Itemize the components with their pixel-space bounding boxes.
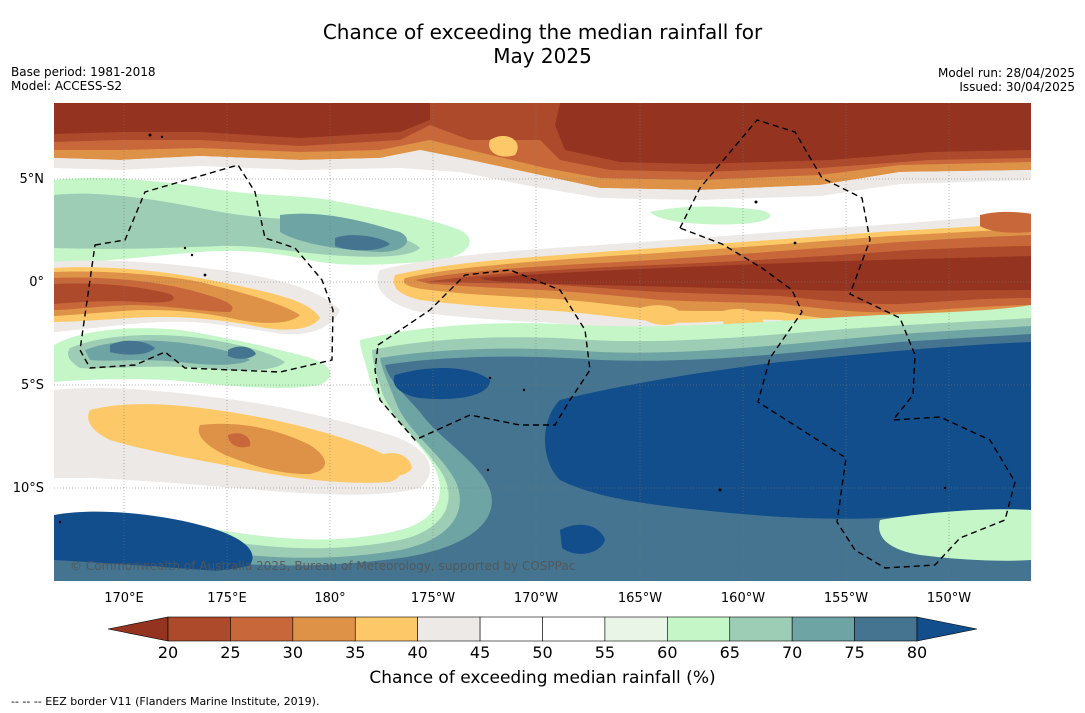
colorbar-tick-label: 40 xyxy=(407,643,427,662)
colorbar-segment xyxy=(479,616,543,642)
colorbar-tick-label: 75 xyxy=(844,643,864,662)
lat-label-5s: 5°S xyxy=(21,378,44,393)
lon-label-150w: 150°W xyxy=(927,591,971,606)
colorbar-segment xyxy=(667,616,731,642)
equatorial-dry-band xyxy=(54,211,1031,342)
colorbar-tick-label: 55 xyxy=(595,643,615,662)
lat-label-0: 0° xyxy=(29,275,44,290)
title-line-1: Chance of exceeding the median rainfall … xyxy=(322,20,763,44)
colorbar-segments xyxy=(167,616,918,642)
colorbar-tick-label: 20 xyxy=(158,643,178,662)
colorbar-segment xyxy=(230,616,294,642)
meta-right: Model run: 28/04/2025 Issued: 30/04/2025 xyxy=(938,66,1075,94)
north-dry-band xyxy=(54,103,1031,200)
islands xyxy=(58,133,947,524)
colorbar-tick-label: 50 xyxy=(532,643,552,662)
colorbar-label: Chance of exceeding median rainfall (%) xyxy=(369,668,716,688)
eez-legend-text: -- -- -- EEZ border V11 (Flanders Marine… xyxy=(11,695,320,708)
colorbar-segment xyxy=(354,616,418,642)
south-moist-region xyxy=(54,305,1031,581)
colorbar-tick-label: 70 xyxy=(782,643,802,662)
lon-label-155w: 155°W xyxy=(824,591,868,606)
issued-text: Issued: 30/04/2025 xyxy=(959,80,1075,94)
lon-label-170w: 170°W xyxy=(514,591,558,606)
lon-label-170e: 170°E xyxy=(104,591,144,606)
lon-label-175w: 175°W xyxy=(411,591,455,606)
meta-left: Base period: 1981-2018 Model: ACCESS-S2 xyxy=(11,65,156,93)
title-line-2: May 2025 xyxy=(493,44,592,68)
lat-label-10s: 10°S xyxy=(13,481,44,496)
colorbar-segment xyxy=(729,616,793,642)
lat-labels: 5°N 0° 5°S 10°S xyxy=(13,172,44,496)
copyright-text: © Commonwealth of Australia 2025, Bureau… xyxy=(70,559,575,573)
lat-label-5n: 5°N xyxy=(20,172,45,187)
colorbar-ticks: 20 25 30 35 40 45 50 55 60 65 70 75 80 xyxy=(158,643,927,662)
colorbar-tick-label: 60 xyxy=(657,643,677,662)
base-period-text: Base period: 1981-2018 xyxy=(11,65,156,79)
colorbar-segment xyxy=(604,616,668,642)
lon-label-160w: 160°W xyxy=(721,591,765,606)
colorbar: 20 25 30 35 40 45 50 55 60 65 70 75 80 xyxy=(107,616,978,662)
lon-labels: 170°E 175°E 180° 175°W 170°W 165°W 160°W… xyxy=(104,591,971,606)
colorbar-segment xyxy=(292,616,356,642)
colorbar-segment xyxy=(542,616,606,642)
model-text: Model: ACCESS-S2 xyxy=(11,79,123,93)
colorbar-segment xyxy=(417,616,481,642)
colorbar-segment xyxy=(791,616,855,642)
colorbar-tick-label: 25 xyxy=(220,643,240,662)
eez-borders xyxy=(79,119,1016,569)
model-run-text: Model run: 28/04/2025 xyxy=(937,66,1075,80)
colorbar-tick-label: 30 xyxy=(283,643,303,662)
colorbar-under-arrow xyxy=(107,616,169,642)
lon-label-165w: 165°W xyxy=(618,591,662,606)
colorbar-tick-label: 65 xyxy=(720,643,740,662)
map-title: Chance of exceeding the median rainfall … xyxy=(0,20,1085,68)
grid-lines xyxy=(54,103,1031,581)
colorbar-tick-label: 80 xyxy=(907,643,927,662)
colorbar-segment xyxy=(167,616,231,642)
south-dry-patch xyxy=(54,387,430,495)
colorbar-segment xyxy=(854,616,918,642)
colorbar-tick-label: 35 xyxy=(345,643,365,662)
colorbar-tick-label: 45 xyxy=(470,643,490,662)
lon-label-175e: 175°E xyxy=(207,591,247,606)
colorbar-over-arrow xyxy=(916,616,978,642)
lon-label-180: 180° xyxy=(314,591,345,606)
